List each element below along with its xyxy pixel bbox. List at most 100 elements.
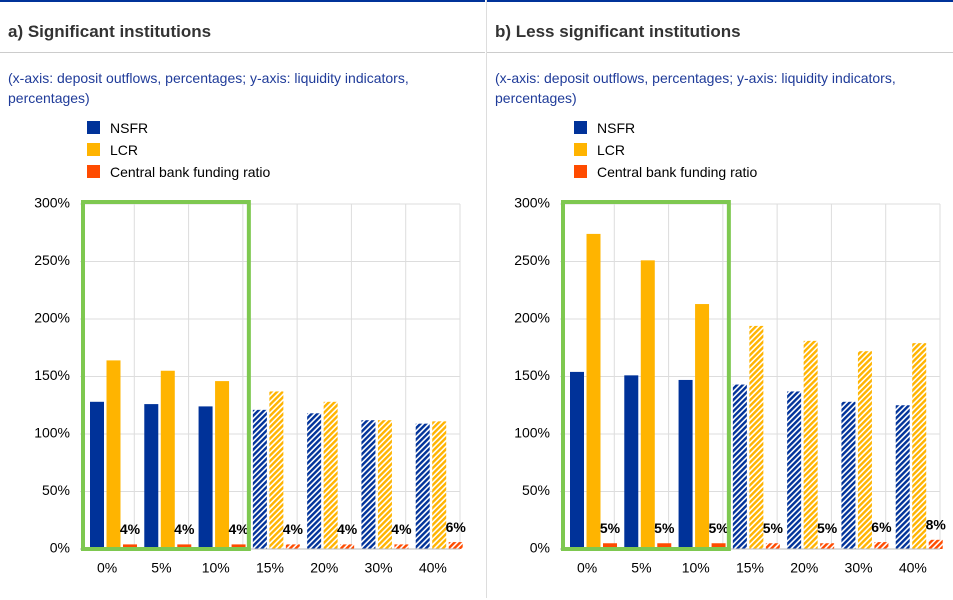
bar bbox=[857, 351, 872, 549]
data-label: 5% bbox=[654, 520, 675, 536]
legend-swatch bbox=[87, 165, 100, 178]
bar bbox=[106, 360, 121, 549]
bar bbox=[215, 381, 230, 549]
bar bbox=[820, 543, 835, 549]
x-tick-label: 40% bbox=[419, 560, 447, 576]
y-tick-label: 50% bbox=[522, 482, 550, 498]
bar bbox=[678, 379, 693, 549]
y-tick-label: 250% bbox=[34, 252, 70, 268]
chart-title: b) Less significant institutions bbox=[495, 22, 741, 41]
data-label: 8% bbox=[926, 517, 947, 533]
y-tick-label: 150% bbox=[34, 367, 70, 383]
data-label: 6% bbox=[871, 519, 892, 535]
data-label: 4% bbox=[228, 521, 249, 537]
divider bbox=[486, 0, 487, 598]
y-tick-label: 300% bbox=[514, 195, 550, 211]
bar bbox=[377, 420, 392, 549]
legend-label: Central bank funding ratio bbox=[597, 164, 758, 180]
data-label: 4% bbox=[391, 521, 412, 537]
x-tick-label: 0% bbox=[577, 560, 597, 576]
panel: b) Less significant institutions (x-axis:… bbox=[487, 0, 953, 598]
x-tick-label: 5% bbox=[151, 560, 171, 576]
panel: a) Significant institutions (x-axis: depo… bbox=[0, 0, 485, 576]
legend-swatch bbox=[87, 143, 100, 156]
chart: 0% 50% 100% 150% 200% 250% 300% 0% 5% 5% 5% 10% 5% 15… bbox=[514, 195, 947, 576]
x-tick-label: 20% bbox=[310, 560, 338, 576]
bar bbox=[841, 401, 856, 549]
bar bbox=[394, 544, 409, 549]
bar bbox=[695, 304, 710, 549]
rule bbox=[0, 52, 485, 53]
x-tick-label: 10% bbox=[682, 560, 710, 576]
bar bbox=[198, 406, 213, 549]
data-label: 5% bbox=[708, 520, 729, 536]
data-label: 5% bbox=[763, 520, 784, 536]
x-tick-label: 30% bbox=[845, 560, 873, 576]
x-tick-label: 10% bbox=[202, 560, 230, 576]
data-label: 5% bbox=[817, 520, 838, 536]
bar bbox=[640, 260, 655, 549]
x-tick-label: 30% bbox=[365, 560, 393, 576]
legend-label: NSFR bbox=[110, 120, 149, 136]
data-label: 6% bbox=[446, 519, 467, 535]
bar bbox=[323, 401, 338, 549]
bar bbox=[90, 401, 104, 549]
y-tick-label: 100% bbox=[514, 425, 550, 441]
bar bbox=[624, 375, 639, 549]
bar bbox=[269, 391, 284, 549]
bar bbox=[749, 325, 764, 549]
legend-item: LCR bbox=[87, 142, 138, 158]
y-tick-label: 100% bbox=[34, 425, 70, 441]
bar bbox=[928, 539, 943, 549]
bar bbox=[787, 391, 802, 549]
bar bbox=[570, 371, 584, 549]
legend-swatch bbox=[574, 121, 587, 134]
x-tick-label: 15% bbox=[736, 560, 764, 576]
bar bbox=[307, 413, 322, 549]
data-label: 4% bbox=[337, 521, 358, 537]
legend-swatch bbox=[574, 143, 587, 156]
highlight-box bbox=[81, 200, 251, 551]
highlight-box bbox=[561, 200, 731, 551]
rule bbox=[487, 52, 953, 53]
bar bbox=[711, 543, 726, 549]
chart-subtitle: (x-axis: deposit outflows, percentages; … bbox=[8, 70, 409, 106]
data-label: 4% bbox=[174, 521, 195, 537]
y-tick-label: 0% bbox=[50, 540, 70, 556]
data-label: 4% bbox=[283, 521, 304, 537]
data-label: 5% bbox=[600, 520, 621, 536]
bar bbox=[285, 544, 300, 549]
chart-title: a) Significant institutions bbox=[8, 22, 212, 41]
bar bbox=[177, 544, 192, 549]
y-tick-label: 200% bbox=[34, 310, 70, 326]
x-tick-label: 40% bbox=[899, 560, 927, 576]
y-tick-label: 250% bbox=[514, 252, 550, 268]
legend-item: Central bank funding ratio bbox=[574, 164, 757, 180]
x-tick-label: 5% bbox=[631, 560, 651, 576]
legend-item: LCR bbox=[574, 142, 625, 158]
legend-item: Central bank funding ratio bbox=[87, 164, 270, 180]
legend-label: LCR bbox=[110, 142, 139, 158]
legend-label: LCR bbox=[597, 142, 626, 158]
bar bbox=[765, 543, 780, 549]
legend-label: NSFR bbox=[597, 120, 636, 136]
bar bbox=[448, 542, 463, 549]
bar bbox=[874, 542, 889, 549]
bar bbox=[160, 370, 175, 549]
legend-label: Central bank funding ratio bbox=[110, 164, 271, 180]
y-tick-label: 300% bbox=[34, 195, 70, 211]
bar bbox=[803, 340, 818, 549]
y-tick-label: 50% bbox=[42, 482, 70, 498]
bar bbox=[895, 405, 910, 549]
x-tick-label: 0% bbox=[97, 560, 117, 576]
bar bbox=[657, 543, 672, 549]
y-tick-label: 150% bbox=[514, 367, 550, 383]
bar bbox=[432, 421, 447, 549]
x-tick-label: 15% bbox=[256, 560, 284, 576]
x-tick-label: 20% bbox=[790, 560, 818, 576]
legend-item: NSFR bbox=[574, 120, 635, 136]
y-tick-label: 200% bbox=[514, 310, 550, 326]
bar bbox=[603, 543, 617, 549]
bar bbox=[123, 544, 137, 549]
